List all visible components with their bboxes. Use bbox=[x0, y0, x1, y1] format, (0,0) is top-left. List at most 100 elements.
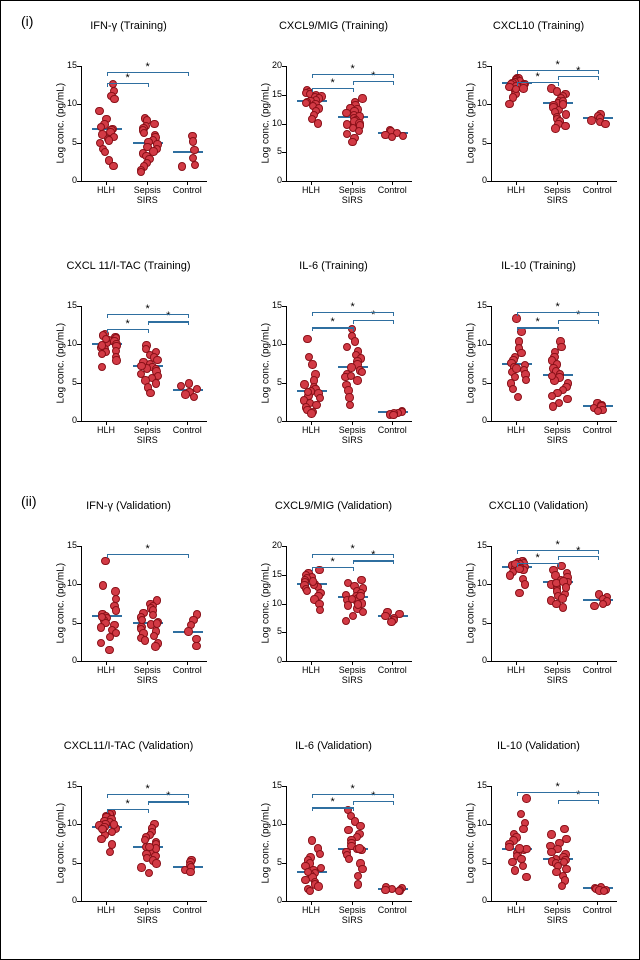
data-point bbox=[101, 148, 109, 156]
significance-tick bbox=[188, 321, 189, 325]
data-point bbox=[547, 830, 555, 838]
data-point bbox=[145, 843, 153, 851]
y-tick-mark bbox=[282, 306, 286, 307]
significance-tick bbox=[312, 807, 313, 811]
data-point bbox=[354, 600, 362, 608]
data-point bbox=[307, 409, 315, 417]
data-point bbox=[351, 337, 359, 345]
data-point bbox=[190, 146, 198, 154]
data-point bbox=[522, 376, 530, 384]
x-tick-label: Control bbox=[575, 426, 619, 436]
data-point bbox=[345, 855, 353, 863]
plot-area: *** bbox=[491, 306, 617, 422]
data-point bbox=[561, 122, 569, 130]
data-point bbox=[563, 395, 571, 403]
significance-tick bbox=[598, 792, 599, 796]
data-point bbox=[387, 618, 395, 626]
significance-star: * bbox=[532, 71, 544, 83]
plot-area: *** bbox=[286, 306, 412, 422]
y-tick-label: 10 bbox=[469, 578, 487, 588]
y-tick-label: 0 bbox=[264, 655, 282, 665]
significance-star: * bbox=[367, 549, 379, 561]
x-tick-label: HLH bbox=[494, 186, 538, 196]
chart-panel: IL-10 (Validation)**Log conc. (pg/mL)051… bbox=[446, 736, 631, 946]
data-point bbox=[594, 407, 602, 415]
significance-tick bbox=[598, 76, 599, 80]
data-point bbox=[112, 606, 120, 614]
y-tick-mark bbox=[487, 786, 491, 787]
y-axis-label: Log conc. (pg/mL) bbox=[466, 323, 477, 403]
y-tick-mark bbox=[282, 152, 286, 153]
y-tick-mark bbox=[77, 584, 81, 585]
significance-tick bbox=[312, 794, 313, 798]
data-point bbox=[354, 880, 362, 888]
data-point bbox=[355, 844, 363, 852]
y-tick-mark bbox=[77, 786, 81, 787]
data-point bbox=[590, 602, 598, 610]
x-tick-label: SepsisSIRS bbox=[330, 186, 374, 206]
significance-star: * bbox=[327, 796, 339, 808]
y-axis-label: Log conc. (pg/mL) bbox=[261, 323, 272, 403]
significance-tick bbox=[312, 312, 313, 316]
significance-tick bbox=[558, 76, 559, 80]
x-tick-label: Control bbox=[165, 426, 209, 436]
significance-tick bbox=[517, 312, 518, 316]
data-point bbox=[99, 581, 107, 589]
plot-area: *** bbox=[81, 786, 207, 902]
y-tick-mark bbox=[77, 661, 81, 662]
x-tick-label: SepsisSIRS bbox=[330, 666, 374, 686]
y-tick-mark bbox=[77, 181, 81, 182]
significance-tick bbox=[598, 556, 599, 560]
significance-tick bbox=[393, 320, 394, 324]
significance-star: * bbox=[367, 309, 379, 321]
chart-panel: IFN-γ (Training)**Log conc. (pg/mL)05101… bbox=[36, 16, 221, 226]
y-tick-label: 15 bbox=[264, 300, 282, 310]
data-point bbox=[146, 389, 154, 397]
data-point bbox=[519, 825, 527, 833]
significance-tick bbox=[148, 329, 149, 333]
y-axis-label: Log conc. (pg/mL) bbox=[56, 83, 67, 163]
y-tick-label: 10 bbox=[59, 338, 77, 348]
x-tick-label: HLH bbox=[289, 426, 333, 436]
significance-tick bbox=[188, 72, 189, 76]
chart-panel: CXCL9/MIG (Validation)***Log conc. (pg/m… bbox=[241, 496, 426, 706]
data-point bbox=[558, 882, 566, 890]
data-point bbox=[301, 876, 309, 884]
data-point bbox=[106, 633, 114, 641]
plot-area: *** bbox=[491, 66, 617, 182]
y-tick-label: 5 bbox=[59, 137, 77, 147]
data-point bbox=[98, 350, 106, 358]
y-tick-mark bbox=[487, 344, 491, 345]
x-tick-label: SepsisSIRS bbox=[125, 426, 169, 446]
y-tick-label: 15 bbox=[469, 60, 487, 70]
data-point bbox=[97, 835, 105, 843]
data-point bbox=[98, 613, 106, 621]
y-tick-mark bbox=[77, 306, 81, 307]
significance-star: * bbox=[532, 552, 544, 564]
y-tick-label: 0 bbox=[59, 895, 77, 905]
significance-tick bbox=[107, 809, 108, 813]
data-point bbox=[95, 107, 103, 115]
y-tick-mark bbox=[487, 383, 491, 384]
data-point bbox=[349, 612, 357, 620]
panel-title: IFN-γ (Training) bbox=[36, 20, 221, 32]
data-point bbox=[98, 363, 106, 371]
x-tick-label: SepsisSIRS bbox=[125, 186, 169, 206]
significance-tick bbox=[312, 327, 313, 331]
plot-area: ** bbox=[81, 66, 207, 182]
significance-tick bbox=[517, 563, 518, 567]
significance-tick bbox=[107, 314, 108, 318]
data-point bbox=[106, 848, 114, 856]
y-tick-mark bbox=[282, 901, 286, 902]
y-tick-mark bbox=[77, 546, 81, 547]
y-tick-label: 10 bbox=[264, 118, 282, 128]
significance-tick bbox=[393, 74, 394, 78]
significance-tick bbox=[393, 554, 394, 558]
y-tick-label: 15 bbox=[59, 780, 77, 790]
y-tick-label: 5 bbox=[264, 377, 282, 387]
significance-star: * bbox=[327, 77, 339, 89]
plot-area: * bbox=[81, 546, 207, 662]
chart-panel: IFN-γ (Validation)*Log conc. (pg/mL)0510… bbox=[36, 496, 221, 706]
data-point bbox=[140, 129, 148, 137]
significance-star: * bbox=[552, 301, 564, 313]
